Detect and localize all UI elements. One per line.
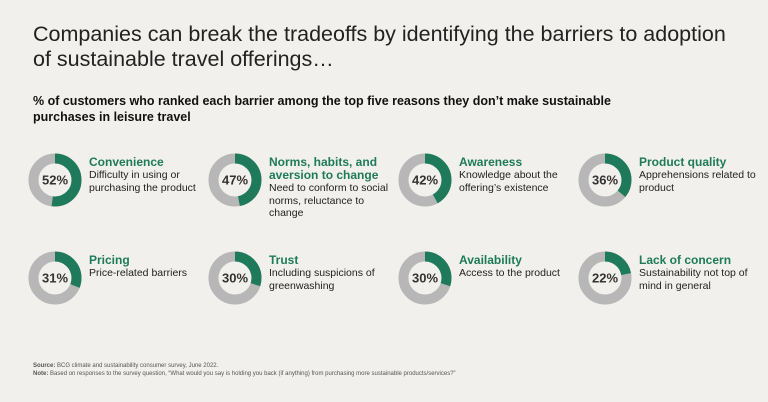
barrier-name: Convenience	[89, 155, 164, 169]
barrier-text: Availability Access to the product	[459, 254, 579, 280]
percent-label: 30%	[222, 271, 248, 286]
barrier-text: Lack of concern Sustainability not top of…	[639, 254, 759, 292]
footnote: Source: BCG climate and sustainability c…	[33, 362, 753, 378]
barrier-name: Norms, habits, and aversion to change	[269, 155, 379, 182]
donut-chart: 42%	[398, 153, 452, 207]
page-title: Companies can break the tradeoffs by ide…	[33, 22, 726, 71]
donut-chart: 36%	[578, 153, 632, 207]
donut-value-arc	[578, 153, 632, 207]
barrier-name: Product quality	[639, 155, 727, 169]
barrier-text: Norms, habits, and aversion to change Nee…	[269, 156, 389, 220]
barrier-card: 30% Trust Including suspicions of greenwas…	[207, 250, 387, 330]
barrier-text: Convenience Difficulty in using or purcha…	[89, 156, 209, 194]
barrier-description: Knowledge about the offering’s existence	[459, 169, 558, 194]
barrier-description: Sustainability not top of mind in genera…	[639, 267, 748, 292]
donut-value-arc	[28, 153, 82, 207]
barrier-description: Including suspicions of greenwashing	[269, 267, 375, 292]
barrier-name: Availability	[459, 253, 522, 267]
barrier-name: Pricing	[89, 253, 130, 267]
barrier-description: Apprehensions related to product	[639, 169, 756, 194]
percent-label: 36%	[592, 173, 618, 188]
barrier-description: Price-related barriers	[89, 267, 188, 279]
percent-label: 52%	[42, 173, 68, 188]
barrier-text: Awareness Knowledge about the offering’s …	[459, 156, 579, 194]
donut-chart: 52%	[28, 153, 82, 207]
barrier-card: 47% Norms, habits, and aversion to change…	[207, 152, 389, 232]
barrier-card: 30% Availability Access to the product	[397, 250, 577, 330]
donut-chart: 31%	[28, 251, 82, 305]
donut-value-arc	[208, 251, 262, 305]
donut-value-arc	[578, 251, 632, 305]
donut-chart: 30%	[398, 251, 452, 305]
barrier-description: Access to the product	[459, 267, 560, 279]
donut-chart: 22%	[578, 251, 632, 305]
barrier-card: 42% Awareness Knowledge about the offering…	[397, 152, 577, 232]
barrier-card: 52% Convenience Difficulty in using or pur…	[27, 152, 207, 232]
note-line: Note: Based on responses to the survey q…	[33, 371, 456, 377]
barrier-name: Lack of concern	[639, 253, 732, 267]
barrier-card: 22% Lack of concern Sustainability not top…	[577, 250, 757, 330]
percent-label: 47%	[222, 173, 248, 188]
barrier-description: Need to conform to social norms, relucta…	[269, 182, 389, 219]
donut-value-arc	[208, 153, 262, 207]
source-line: Source: BCG climate and sustainability c…	[33, 363, 219, 369]
donut-value-arc	[28, 251, 82, 305]
chart-subtitle: % of customers who ranked each barrier a…	[33, 94, 611, 124]
donut-chart: 47%	[208, 153, 262, 207]
barrier-text: Trust Including suspicions of greenwashin…	[269, 254, 389, 292]
donut-value-arc	[398, 153, 452, 207]
percent-label: 42%	[412, 173, 438, 188]
percent-label: 22%	[592, 271, 618, 286]
barrier-text: Product quality Apprehensions related to …	[639, 156, 759, 194]
barrier-text: Pricing Price-related barriers	[89, 254, 209, 280]
donut-chart: 30%	[208, 251, 262, 305]
barrier-description: Difficulty in using or purchasing the pr…	[89, 169, 196, 194]
donut-value-arc	[398, 251, 452, 305]
barrier-card: 31% Pricing Price-related barriers	[27, 250, 207, 330]
barrier-card: 36% Product quality Apprehensions related …	[577, 152, 757, 232]
percent-label: 31%	[42, 271, 68, 286]
barrier-name: Awareness	[459, 155, 523, 169]
barrier-name: Trust	[269, 253, 299, 267]
percent-label: 30%	[412, 271, 438, 286]
